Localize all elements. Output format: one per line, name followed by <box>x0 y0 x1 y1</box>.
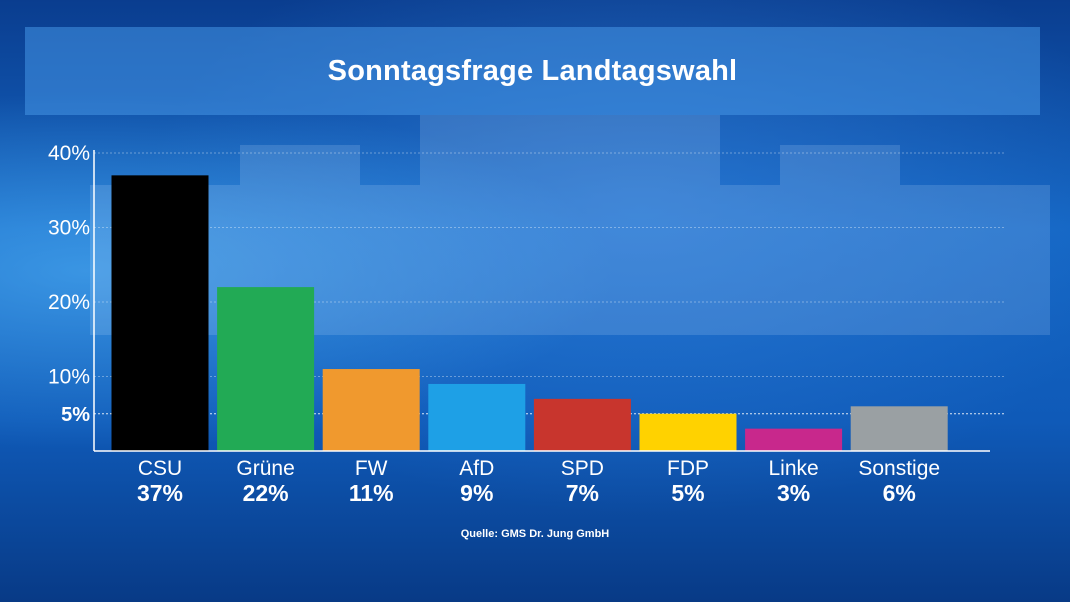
y-tick-label: 10% <box>48 366 90 389</box>
value-label: 6% <box>883 480 916 506</box>
y-tick-label: 20% <box>48 291 90 314</box>
bar-afd <box>428 383 526 451</box>
value-label: 22% <box>243 480 289 506</box>
category-label: CSU <box>138 457 182 480</box>
chart-bars <box>111 175 948 451</box>
value-label: 37% <box>137 480 183 506</box>
category-label: Grüne <box>236 457 294 480</box>
y-tick-label: 30% <box>48 217 90 240</box>
category-label: AfD <box>459 457 494 480</box>
bar-spd <box>533 398 631 451</box>
y-tick-label: 40% <box>48 142 90 165</box>
value-label: 3% <box>777 480 810 506</box>
source-note: Quelle: GMS Dr. Jung GmbH <box>460 528 610 540</box>
bar-linke <box>745 428 843 451</box>
category-label: FDP <box>667 457 709 480</box>
bar-csu <box>111 175 209 451</box>
threshold-label: 5% <box>61 404 90 426</box>
value-label: 5% <box>671 480 704 506</box>
bar-grüne <box>217 287 315 451</box>
chart-title: Sonntagsfrage Landtagswahl <box>327 54 738 87</box>
category-label: SPD <box>561 457 604 480</box>
bar-fw <box>322 369 420 451</box>
bar-sonstige <box>850 406 948 451</box>
title-bar: Sonntagsfrage Landtagswahl <box>25 27 1040 115</box>
chart-axis <box>93 150 990 452</box>
bar-fdp <box>639 413 737 451</box>
category-label: Sonstige <box>858 457 940 480</box>
category-label: FW <box>355 457 388 480</box>
category-label: Linke <box>768 457 818 480</box>
value-label: 11% <box>349 480 394 506</box>
value-label: 9% <box>460 480 493 506</box>
value-label: 7% <box>566 480 599 506</box>
